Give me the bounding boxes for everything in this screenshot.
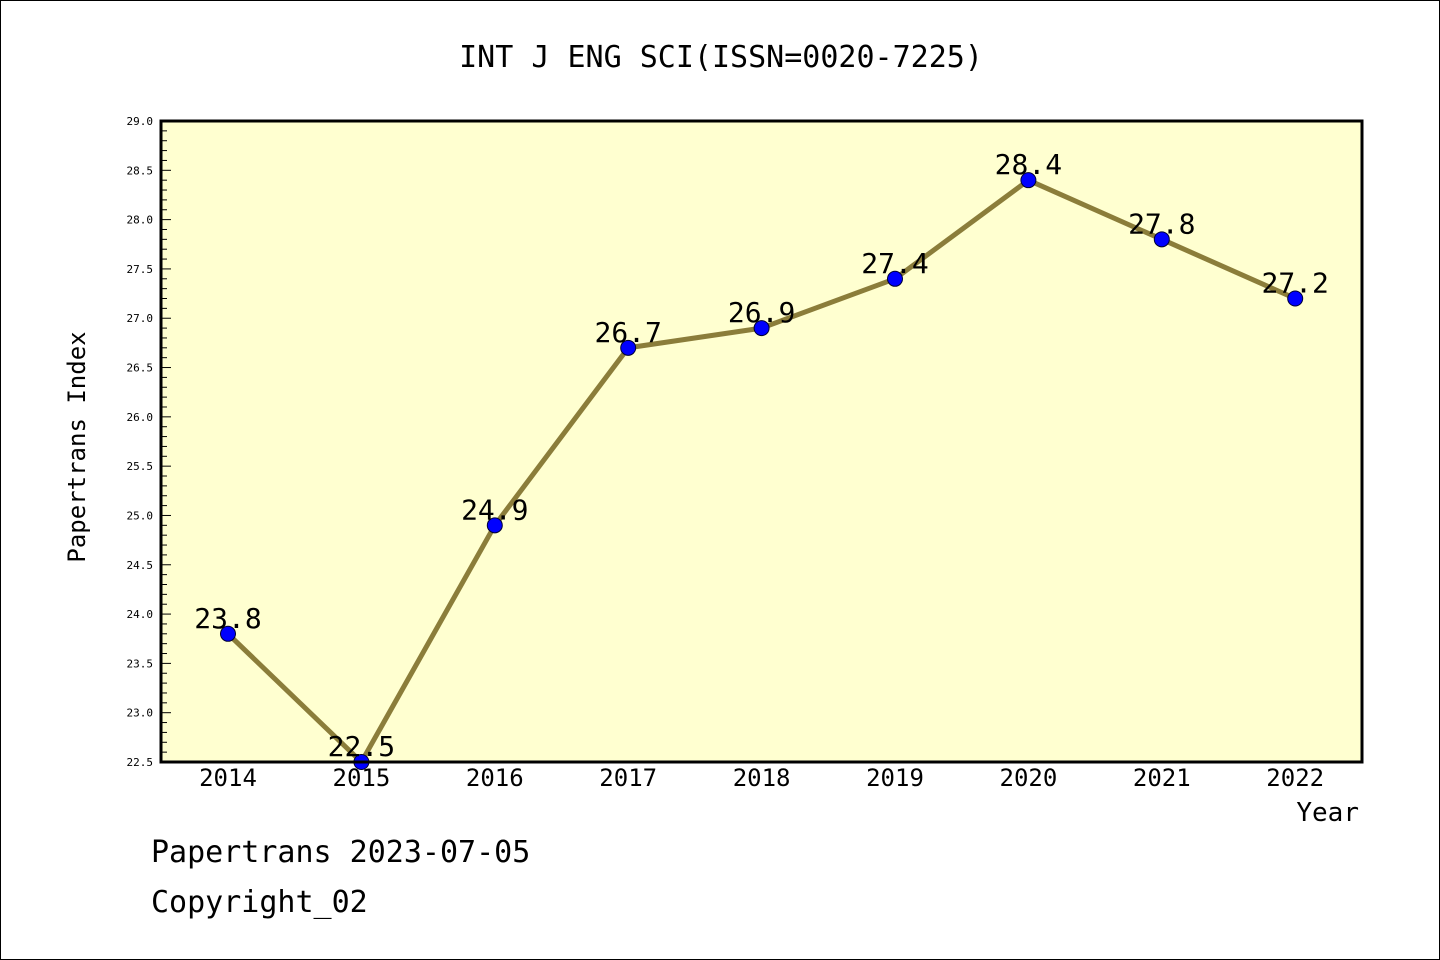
y-tick-label: 27.5 [127, 263, 154, 276]
data-labels: 23.8 22.5 24.9 26.7 26.9 27.4 28.4 27.8 27.2 [194, 148, 1329, 763]
footer-date: Papertrans 2023-07-05 [151, 835, 531, 870]
x-tick-label: 2018 [733, 764, 791, 792]
x-tick-label: 2022 [1266, 764, 1324, 792]
data-label: 27.8 [1128, 207, 1195, 240]
series-markers [220, 172, 1304, 770]
y-axis-label: Papertrans Index [63, 331, 91, 562]
y-tick-label: 27.0 [127, 312, 154, 325]
y-tick-label: 24.0 [127, 608, 154, 621]
data-label: 26.7 [594, 316, 661, 349]
x-tick-label: 2017 [599, 764, 657, 792]
y-tick-label: 23.0 [127, 707, 154, 720]
x-tick-label: 2021 [1133, 764, 1191, 792]
data-point-marker [620, 339, 637, 356]
data-point-marker [1287, 290, 1304, 307]
data-label: 26.9 [728, 296, 795, 329]
x-tick-label: 2020 [1000, 764, 1058, 792]
y-tick-label: 25.0 [127, 509, 154, 522]
chart-title: INT J ENG SCI(ISSN=0020-7225) [459, 40, 983, 75]
data-label: 28.4 [995, 148, 1062, 181]
y-tick-label: 26.0 [127, 411, 154, 424]
data-label: 23.8 [194, 602, 261, 635]
data-point-marker [1153, 231, 1170, 248]
data-label: 22.5 [328, 730, 395, 763]
y-tick-label: 24.5 [127, 559, 154, 572]
y-tick-label: 23.5 [127, 657, 154, 670]
y-tick-label: 29.0 [127, 115, 154, 128]
y-axis-tick-labels: 22.5 23.0 23.5 24.0 24.5 25.0 25.5 26.0 26.5 27.0… [127, 115, 154, 769]
data-point-marker [220, 625, 236, 642]
x-tick-label: 2019 [866, 764, 924, 792]
data-label: 27.2 [1261, 267, 1328, 300]
x-tick-label: 2016 [466, 764, 524, 792]
data-label: 27.4 [861, 247, 928, 280]
plot-area [161, 121, 1362, 762]
y-tick-label: 22.5 [127, 756, 154, 769]
x-axis-label: Year [1296, 798, 1359, 828]
data-point-marker [486, 517, 503, 534]
data-point-marker [887, 270, 903, 287]
data-label: 24.9 [461, 493, 528, 526]
x-tick-label: 2014 [199, 764, 257, 792]
footer-copyright: Copyright_02 [151, 885, 368, 920]
plot-border [159, 119, 1364, 764]
data-point-marker [753, 320, 770, 337]
data-point-marker [1020, 172, 1037, 189]
y-tick-label: 25.5 [127, 460, 154, 473]
x-axis-tick-labels: 2014 2015 2016 2017 2018 2019 2020 2021 2022 [199, 764, 1324, 792]
y-tick-label: 28.5 [127, 164, 154, 177]
y-tick-label: 28.0 [127, 214, 154, 227]
y-tick-label: 26.5 [127, 362, 154, 375]
